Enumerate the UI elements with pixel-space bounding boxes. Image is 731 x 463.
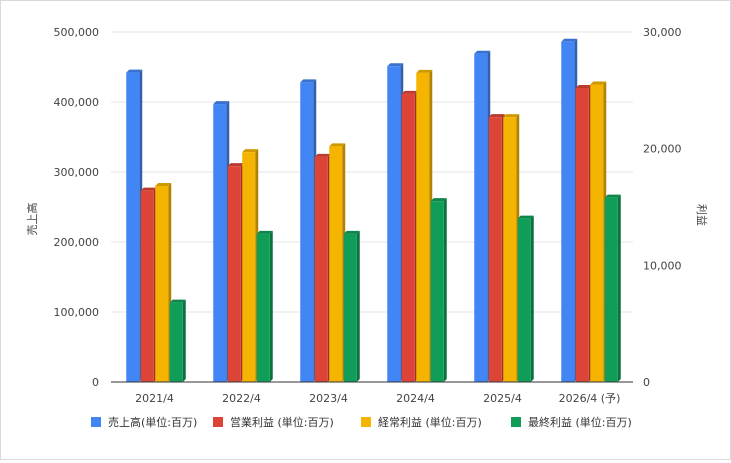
bar-2021-4-s1-top: [126, 69, 143, 73]
legend-swatch: [361, 417, 371, 427]
bar-2021-4-s4: [169, 302, 183, 382]
legend-label: 最終利益 (単位:百万): [528, 415, 632, 429]
bar-2025-4-s2: [488, 117, 502, 383]
gridlines: [111, 31, 633, 383]
bar-2026-4-s3: [590, 84, 604, 382]
bar-2023-4-s2-top: [314, 153, 331, 157]
bar-2024-4-s2-top: [401, 90, 418, 94]
x-tick-label: 2023/4: [309, 392, 348, 405]
x-tick-label: 2025/4: [483, 392, 522, 405]
bar-2023-4-s4-top: [343, 230, 360, 234]
bar-2024-4-s1-top: [387, 63, 404, 67]
y-left-tick-label: 300,000: [54, 166, 100, 179]
y-right-tick-label: 20,000: [643, 143, 682, 156]
bar-2021-4-s3: [155, 186, 169, 382]
bar-2022-4-s3-top: [242, 149, 259, 153]
bar-2025-4-s4: [517, 218, 531, 382]
bar-2021-4-s1: [126, 72, 140, 382]
bar-2023-4-s3: [329, 146, 343, 382]
bar-2024-4-s2: [401, 93, 415, 382]
bar-2022-4-s4: [256, 233, 270, 382]
bar-2022-4-s2: [227, 166, 241, 382]
y-right-tick-label: 0: [643, 376, 650, 389]
bar-2026-4-s2: [575, 88, 589, 382]
y-left-tick-label: 0: [92, 376, 99, 389]
bar-2025-4-s3: [503, 117, 517, 383]
x-tick-label: 2026/4 (予): [559, 392, 621, 405]
bar-2022-4-s1-top: [213, 101, 230, 105]
y-right-tick-label: 30,000: [643, 26, 682, 39]
bar-2023-4-s4-side: [356, 230, 360, 382]
y-left-tick-label: 500,000: [54, 26, 100, 39]
bar-2022-4-s1: [213, 104, 227, 382]
bar-2026-4-s2-top: [575, 85, 592, 88]
x-tick-label: 2022/4: [222, 392, 261, 405]
axes: 0 100,000 200,000 300,000 400,000 500,000 0 10,…: [54, 26, 682, 405]
bar-2022-4-s4-top: [256, 230, 273, 234]
legend-label: 経常利益 (単位:百万): [378, 415, 482, 429]
bar-2024-4-s1: [387, 66, 401, 383]
bar-2025-4-s4-top: [517, 215, 534, 219]
bar-2026-4-s3-top: [590, 81, 607, 85]
bar-2025-4-s1-top: [474, 50, 491, 54]
bar-2024-4-s4-side: [443, 198, 447, 382]
bar-2024-4-s3: [416, 72, 430, 382]
x-tick-label: 2024/4: [396, 392, 435, 405]
bar-2024-4-s3-top: [416, 69, 433, 73]
x-tick-label: 2021/4: [135, 392, 174, 405]
legend-swatch: [213, 417, 223, 427]
bar-2021-4-s2-top: [140, 187, 157, 191]
bar-2025-4-s4-side: [530, 215, 534, 382]
y-left-tick-label: 400,000: [54, 96, 100, 109]
bar-2023-4-s1: [300, 82, 314, 383]
bar-2021-4-s3-top: [155, 183, 172, 186]
bar-2023-4-s3-top: [329, 143, 346, 147]
bar-2025-4-s2-top: [488, 114, 505, 118]
bar-2026-4-s4-top: [604, 194, 621, 198]
legend-label: 営業利益 (単位:百万): [230, 415, 334, 429]
y-axis-left-title: 売上高: [25, 203, 39, 236]
y-left-tick-label: 200,000: [54, 236, 100, 249]
bar-2026-4-s1: [561, 41, 575, 383]
bar-2026-4-s4: [604, 197, 618, 382]
bar-2022-4-s4-side: [269, 230, 273, 382]
legend-label: 売上高(単位:百万): [108, 415, 197, 429]
bar-2023-4-s4: [343, 233, 357, 382]
bar-2026-4-s1-top: [561, 38, 578, 42]
y-right-tick-label: 10,000: [643, 259, 682, 272]
bar-2021-4-s4-side: [182, 299, 186, 382]
bar-2025-4-s1: [474, 53, 488, 382]
bar-2023-4-s2: [314, 156, 328, 382]
legend-swatch: [511, 417, 521, 427]
y-axis-right-title: 利益: [695, 204, 709, 226]
bar-2024-4-s4: [430, 201, 444, 382]
bar-2022-4-s2-top: [227, 163, 244, 167]
bar-2023-4-s1-top: [300, 79, 317, 83]
bar-2026-4-s4-side: [617, 194, 621, 382]
legend-swatch: [91, 417, 101, 427]
bar-2021-4-s2: [140, 190, 154, 382]
bar-2024-4-s4-top: [430, 198, 447, 202]
legend: 売上高(単位:百万) 営業利益 (単位:百万) 経常利益 (単位:百万) 最終利益 (…: [91, 415, 632, 429]
bars: [126, 38, 621, 383]
y-left-tick-label: 100,000: [54, 306, 100, 319]
bar-2021-4-s4-top: [169, 299, 186, 303]
bar-2025-4-s3-top: [503, 114, 520, 118]
bar-2022-4-s3: [242, 152, 256, 382]
